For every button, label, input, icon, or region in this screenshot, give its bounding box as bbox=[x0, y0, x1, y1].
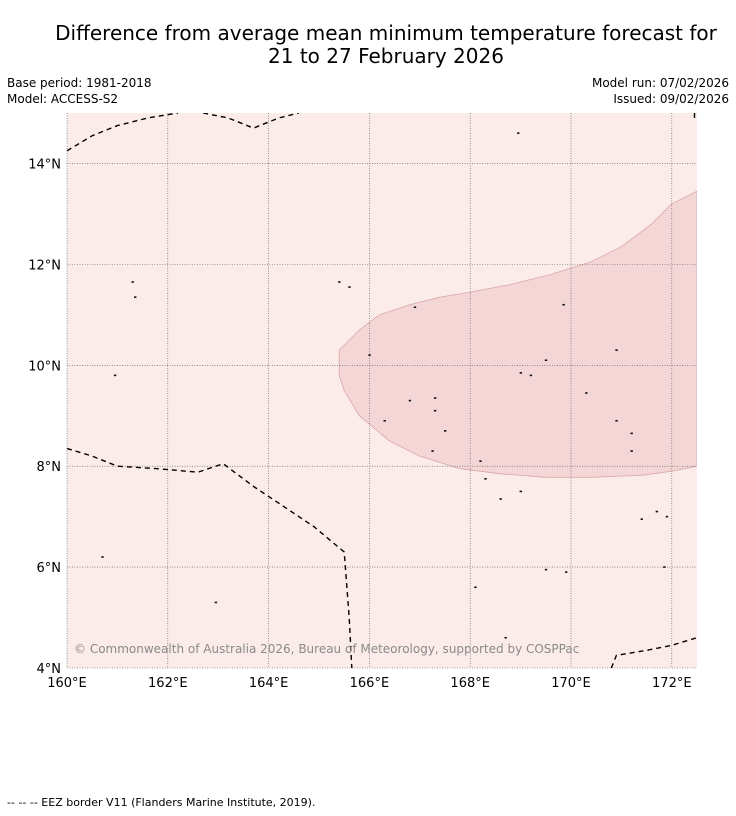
lon-tick-label: 172°E bbox=[652, 676, 692, 691]
lon-tick-label: 160°E bbox=[47, 676, 87, 691]
island bbox=[444, 430, 447, 432]
island bbox=[383, 419, 386, 422]
lon-tick-label: 170°E bbox=[551, 676, 591, 691]
chart-title: Difference from average mean minimum tem… bbox=[0, 22, 736, 68]
island bbox=[484, 477, 487, 480]
island bbox=[479, 460, 482, 462]
island bbox=[544, 359, 548, 362]
eez-border bbox=[67, 447, 353, 668]
island bbox=[131, 281, 134, 283]
island bbox=[134, 296, 137, 298]
map-figure: © Commonwealth of Australia 2026, Bureau… bbox=[28, 113, 697, 691]
anomaly-region-1-to-2 bbox=[338, 190, 697, 478]
lat-tick-label: 6°N bbox=[37, 561, 62, 576]
title-line-2: 21 to 27 February 2026 bbox=[268, 44, 504, 68]
model-text: Model: ACCESS-S2 bbox=[7, 92, 119, 106]
eez-border bbox=[67, 113, 179, 152]
island bbox=[544, 568, 548, 571]
island bbox=[348, 286, 351, 288]
island bbox=[113, 374, 117, 377]
model-run-text: Model run: 07/02/2026 bbox=[591, 76, 729, 90]
island bbox=[519, 490, 522, 493]
island bbox=[630, 432, 633, 435]
lon-tick-label: 162°E bbox=[148, 676, 188, 691]
island bbox=[665, 515, 669, 518]
footer-note: -- -- -- EEZ border V11 (Flanders Marine… bbox=[7, 796, 316, 809]
island bbox=[640, 518, 643, 520]
lat-tick-label: 14°N bbox=[28, 157, 61, 172]
island bbox=[663, 566, 666, 568]
lon-tick-label: 166°E bbox=[350, 676, 390, 691]
island bbox=[214, 601, 218, 604]
lat-tick-label: 12°N bbox=[28, 258, 61, 273]
island bbox=[655, 510, 659, 513]
title-line-1: Difference from average mean minimum tem… bbox=[55, 21, 717, 45]
island bbox=[413, 306, 417, 309]
island bbox=[562, 303, 565, 306]
island bbox=[630, 450, 633, 452]
lat-tick-label: 4°N bbox=[37, 662, 62, 677]
island bbox=[431, 450, 434, 452]
island bbox=[101, 556, 104, 558]
meta-right: Model run: 07/02/2026 Issued: 09/02/2026 bbox=[592, 75, 729, 107]
lon-tick-label: 164°E bbox=[249, 676, 289, 691]
island bbox=[615, 349, 618, 351]
island bbox=[585, 392, 588, 394]
island bbox=[433, 397, 437, 399]
copyright-text: © Commonwealth of Australia 2026, Bureau… bbox=[74, 642, 579, 656]
island bbox=[519, 372, 522, 374]
meta-left: Base period: 1981-2018 Model: ACCESS-S2 bbox=[7, 75, 152, 107]
island bbox=[433, 409, 437, 412]
lat-tick-label: 10°N bbox=[28, 359, 61, 374]
lon-tick-label: 168°E bbox=[450, 676, 490, 691]
island bbox=[517, 132, 520, 134]
island bbox=[408, 399, 412, 402]
map-layer: © Commonwealth of Australia 2026, Bureau… bbox=[28, 113, 697, 691]
island bbox=[474, 586, 477, 589]
island bbox=[564, 571, 568, 573]
island bbox=[338, 281, 341, 283]
issued-text: Issued: 09/02/2026 bbox=[613, 92, 729, 106]
island bbox=[499, 498, 502, 500]
island bbox=[368, 354, 371, 356]
island bbox=[504, 636, 507, 639]
island bbox=[615, 419, 618, 422]
base-period-text: Base period: 1981-2018 bbox=[7, 76, 152, 90]
island bbox=[529, 374, 533, 377]
eez-border bbox=[610, 637, 697, 668]
lat-tick-label: 8°N bbox=[37, 460, 62, 475]
